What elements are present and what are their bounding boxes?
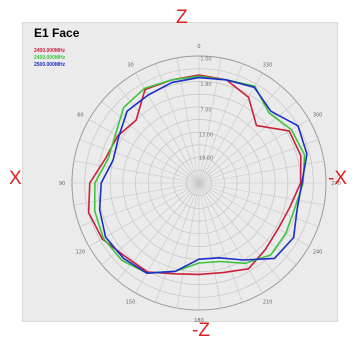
angle-tick-label: 30 bbox=[127, 62, 133, 68]
legend-entry-2450: 2450.000MHz bbox=[34, 55, 66, 61]
grid-spoke bbox=[117, 85, 200, 184]
legend-entry-2400: 2400.000MHz bbox=[34, 48, 66, 54]
angle-tick-label: 120 bbox=[76, 250, 86, 256]
grid-spoke bbox=[198, 101, 297, 184]
angle-tick-label: 60 bbox=[77, 113, 83, 119]
axis-label-x: X bbox=[9, 168, 22, 189]
angle-tick-label: 90 bbox=[59, 181, 65, 187]
grid-spoke bbox=[101, 101, 200, 184]
radial-tick-label: 1.00 bbox=[200, 57, 211, 63]
chart-title: E1 Face bbox=[34, 26, 80, 40]
axis-label-neg-x: -X bbox=[328, 168, 347, 189]
series-line-2450 bbox=[93, 75, 306, 274]
radial-tick-label: 7.00 bbox=[200, 107, 211, 113]
grid-spoke bbox=[73, 160, 200, 184]
angle-tick-label: 240 bbox=[313, 250, 323, 256]
radial-tick-label: 19.00 bbox=[199, 156, 213, 162]
grid-spoke bbox=[155, 182, 200, 303]
grid-spoke bbox=[198, 182, 297, 265]
grid-spoke bbox=[198, 72, 263, 184]
radial-tick-label: 13.00 bbox=[199, 133, 213, 139]
angle-tick-label: 270 bbox=[331, 181, 341, 187]
grid-spoke bbox=[198, 182, 310, 247]
grid-spoke bbox=[198, 139, 319, 184]
grid-spoke bbox=[135, 72, 200, 184]
angle-tick-label: 300 bbox=[313, 113, 323, 119]
grid-spoke bbox=[198, 63, 243, 184]
grid-spoke bbox=[198, 182, 325, 206]
legend-entry-2500: 2500.000MHz bbox=[34, 62, 66, 68]
grid-spoke bbox=[135, 182, 200, 294]
angle-tick-label: 150 bbox=[126, 300, 136, 306]
grid-spoke bbox=[79, 139, 200, 184]
axis-label-z: Z bbox=[176, 7, 188, 28]
series-line-2500 bbox=[98, 76, 308, 274]
grid-spoke bbox=[198, 85, 281, 184]
angle-tick-label: 0 bbox=[197, 44, 200, 50]
series-line-2400 bbox=[87, 74, 302, 276]
axis-label-neg-z: -Z bbox=[192, 320, 210, 341]
grid-spoke bbox=[198, 182, 319, 227]
grid-spoke bbox=[198, 182, 243, 303]
angle-tick-label: 210 bbox=[263, 300, 273, 306]
angle-tick-label: 180 bbox=[194, 318, 204, 324]
grid-spoke bbox=[88, 182, 200, 247]
angle-tick-label: 330 bbox=[263, 62, 273, 68]
grid-spoke bbox=[198, 182, 263, 294]
grid-spoke bbox=[79, 182, 200, 227]
grid-spoke bbox=[88, 119, 200, 184]
grid-spoke bbox=[198, 182, 222, 309]
grid-spoke bbox=[176, 182, 200, 309]
grid-spoke bbox=[198, 182, 281, 281]
radial-tick-label: 1.80 bbox=[200, 82, 211, 88]
